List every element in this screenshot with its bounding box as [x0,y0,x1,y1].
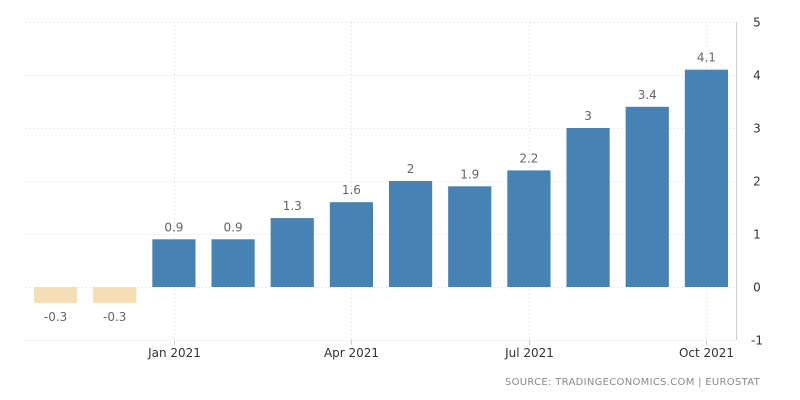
y-tick-label: -1 [751,334,763,348]
data-label: 0.9 [224,220,243,234]
data-label: 2 [407,162,415,176]
data-label: 3 [584,109,592,123]
data-label: 1.9 [460,167,479,181]
y-axis: -1 0 1 2 3 4 5 [736,16,763,348]
data-labels: -0.3 -0.3 0.9 0.9 1.3 1.6 2 1.9 2.2 3 3.4 4.1 [44,51,716,324]
bars [33,69,729,303]
y-tick-label: 2 [753,175,761,189]
data-label: 2.2 [519,151,538,165]
bar [329,202,374,287]
data-label: 1.3 [283,199,302,213]
y-tick-label: 4 [753,69,761,83]
bar [33,287,78,303]
x-tick-label: Oct 2021 [679,346,734,360]
data-label: 4.1 [697,51,716,65]
x-axis: Jan 2021 Apr 2021 Jul 2021 Oct 2021 [147,340,734,360]
data-label: 3.4 [638,88,657,102]
x-tick-label: Jul 2021 [504,346,554,360]
bar [270,218,314,287]
data-label: -0.3 [103,310,126,324]
bar [625,106,669,287]
data-label: -0.3 [44,310,67,324]
bar [211,239,255,287]
x-tick-label: Apr 2021 [324,346,379,360]
bar [448,186,492,287]
y-tick-label: 3 [753,122,761,136]
bar [507,170,551,287]
bar [388,181,433,287]
x-tick-label: Jan 2021 [147,346,201,360]
bar [566,128,610,287]
bar [93,287,137,303]
data-label: 0.9 [164,220,183,234]
source-text: SOURCE: TRADINGECONOMICS.COM | EUROSTAT [505,377,761,388]
data-label: 1.6 [342,183,361,197]
bar [684,69,729,287]
bar [152,239,196,287]
y-tick-label: 1 [753,228,761,242]
y-tick-label: 0 [753,281,761,295]
y-tick-label: 5 [753,16,761,30]
